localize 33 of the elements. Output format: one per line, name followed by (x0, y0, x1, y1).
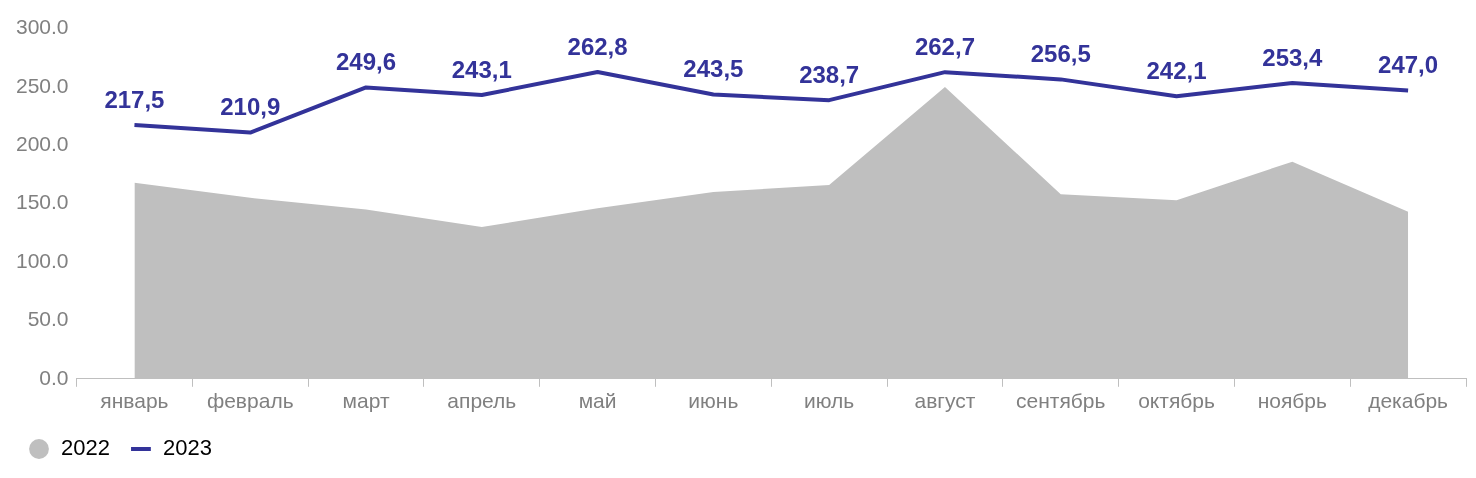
data-label: 217,5 (104, 85, 165, 113)
data-label: 256,5 (1030, 40, 1091, 67)
x-tick-label: ноябрь (1257, 389, 1328, 413)
data-label: 243,5 (683, 55, 744, 83)
y-tick-label: 50.0 (27, 307, 69, 331)
data-label: 253,4 (1262, 43, 1323, 71)
legend-label: 2023 (162, 435, 212, 461)
data-label: 238,7 (799, 60, 860, 88)
x-tick-label: январь (100, 389, 169, 413)
y-tick-label: 300.0 (15, 15, 69, 39)
x-tick-label: октябрь (1138, 389, 1215, 413)
data-label: 210,9 (220, 93, 281, 121)
y-tick-label: 100.0 (15, 248, 69, 272)
data-label: 262,7 (914, 32, 975, 60)
x-tick-label: май (578, 389, 617, 413)
data-label: 249,6 (335, 48, 397, 76)
y-tick-label: 150.0 (15, 190, 69, 214)
y-tick-label: 0.0 (39, 365, 69, 389)
data-label: 262,8 (567, 32, 628, 60)
x-tick-label: июль (804, 389, 855, 413)
x-tick-label: март (342, 389, 390, 413)
x-tick-label: апрель (447, 389, 517, 413)
y-tick-label: 200.0 (15, 132, 69, 156)
y-tick-label: 250.0 (15, 73, 69, 97)
data-label: 243,1 (451, 55, 512, 83)
x-tick-label: июнь (688, 389, 739, 413)
x-tick-label: сентябрь (1016, 389, 1106, 413)
legend-label: 2022 (61, 435, 110, 461)
data-label: 242,1 (1146, 56, 1207, 84)
x-tick-label: август (914, 389, 976, 413)
x-tick-label: февраль (206, 389, 294, 413)
x-tick-label: декабрь (1368, 389, 1449, 413)
data-label: 247,0 (1378, 51, 1439, 79)
